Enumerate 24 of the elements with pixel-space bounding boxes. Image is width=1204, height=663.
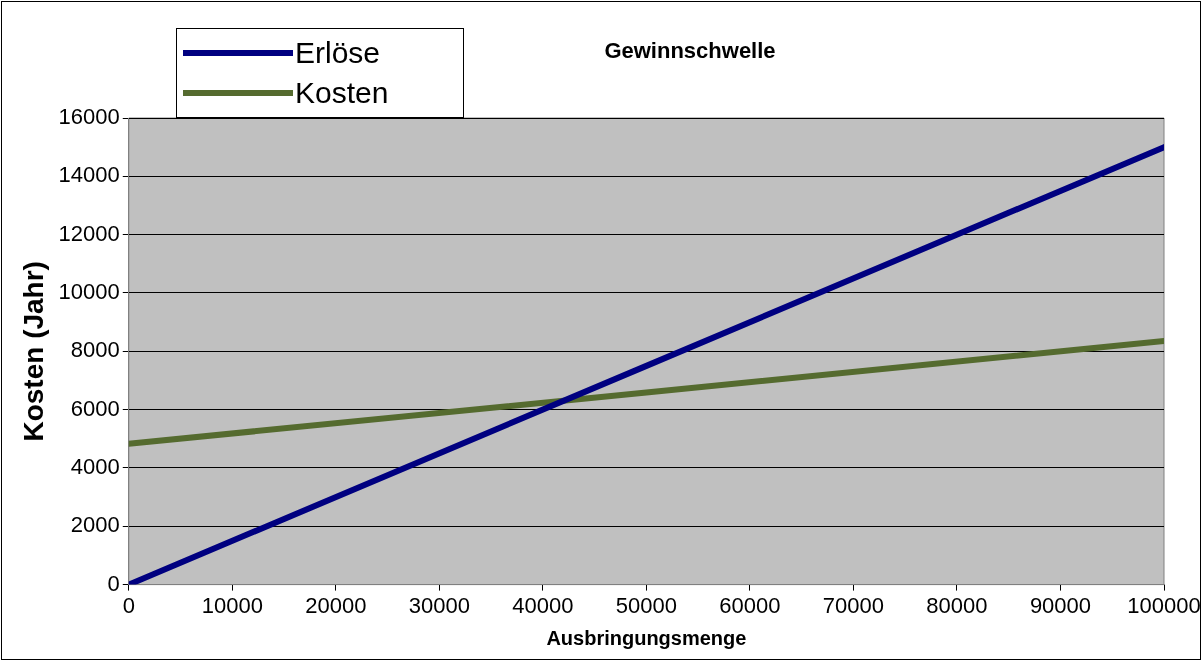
x-tick-label: 100000 <box>1127 592 1201 618</box>
x-tick-label: 50000 <box>615 592 677 618</box>
x-tick-label: 40000 <box>512 592 574 618</box>
y-tick-label: 0 <box>107 570 120 596</box>
x-tick-label: 20000 <box>305 592 367 618</box>
x-tick-label: 90000 <box>1029 592 1092 618</box>
y-tick-label: 16000 <box>58 104 120 130</box>
x-tick-label: 60000 <box>719 592 781 618</box>
y-tick-label: 10000 <box>58 279 120 305</box>
y-tick-label: 12000 <box>58 220 120 246</box>
chart-title: Gewinnschwelle <box>603 38 777 64</box>
x-tick-label: 30000 <box>408 592 470 618</box>
y-axis-title: Kosten (Jahr) <box>17 261 49 442</box>
legend-label: Kosten <box>295 76 389 110</box>
x-tick-label: 10000 <box>201 592 263 618</box>
y-tick-label: 2000 <box>70 512 120 538</box>
y-tick-label: 8000 <box>70 337 120 363</box>
y-tick-label: 6000 <box>70 395 120 421</box>
y-tick-label: 14000 <box>58 162 120 188</box>
x-axis-title: Ausbringungsmenge <box>546 626 747 649</box>
y-tick-label: 4000 <box>70 454 120 480</box>
x-tick-label: 80000 <box>926 592 988 618</box>
x-tick-label: 70000 <box>822 592 885 618</box>
legend-label: Erlöse <box>295 36 381 70</box>
